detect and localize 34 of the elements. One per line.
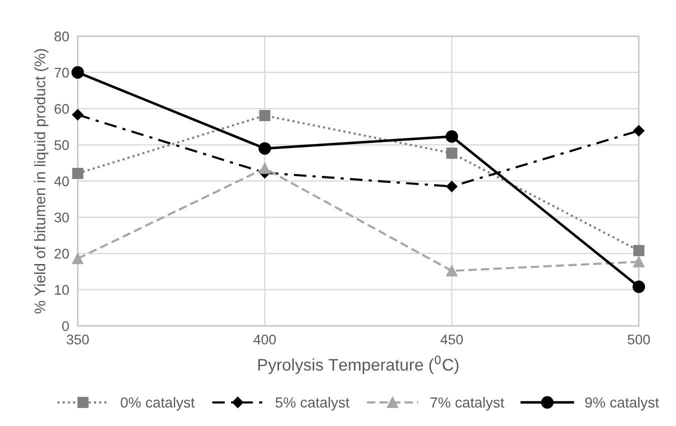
legend-label: 5% catalyst (276, 396, 350, 411)
point (72, 168, 84, 179)
y-tick-label: 60 (54, 104, 69, 114)
y-tick-label: 20 (54, 248, 69, 259)
y-tick-label: 10 (55, 285, 69, 295)
point (633, 125, 644, 136)
point (259, 162, 270, 174)
point (258, 142, 272, 155)
y-tick-label: 0 (62, 321, 69, 332)
x-tick-label: 350 (66, 334, 89, 344)
point (446, 180, 458, 192)
x-axis-title: Pyrolysis Temperature ($^{0}$C) (258, 356, 458, 374)
y-tick-label: 80 (54, 32, 69, 42)
point (446, 130, 458, 143)
x-tick-label: 450 (440, 334, 463, 344)
point (632, 280, 646, 294)
point (633, 245, 644, 256)
point (71, 66, 84, 79)
y-tick-label: 50 (54, 140, 69, 150)
point (633, 256, 644, 268)
y-tick-label: 40 (54, 176, 69, 186)
x-tick-label: 500 (628, 334, 650, 344)
y-axis-title: % Yield of bitumen in liquid product (%) (34, 49, 48, 314)
legend-label: 7% catalyst (430, 396, 504, 411)
point (446, 148, 458, 159)
x-tick-label: 400 (254, 334, 276, 344)
legend-label: 0% catalyst (120, 396, 195, 411)
legend-label: 9% catalyst (585, 396, 659, 411)
point (72, 252, 84, 264)
y-tick-label: 30 (54, 212, 69, 222)
point (259, 110, 270, 122)
point (446, 265, 458, 276)
y-tick-label: 70 (54, 68, 69, 78)
point (72, 109, 84, 120)
